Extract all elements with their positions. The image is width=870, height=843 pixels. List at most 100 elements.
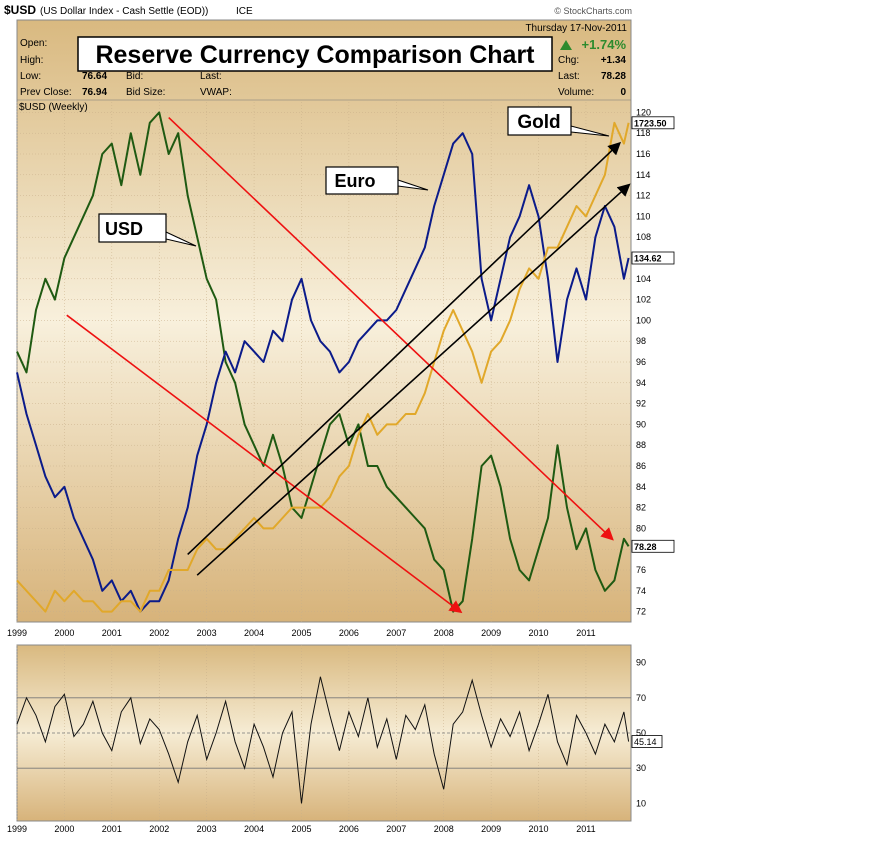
change-pct: +1.74% [582, 37, 627, 52]
value-tag-usd: 78.28 [634, 542, 657, 552]
x-tick-label: 1999 [7, 628, 27, 638]
value-chg: +1.34 [601, 55, 627, 66]
y-tick-label: 92 [636, 399, 646, 409]
rsi-x-tick-label: 2006 [339, 824, 359, 834]
value-tag-box-gold [631, 116, 675, 130]
trendline-red-1 [66, 314, 463, 614]
x-tick-label: 2006 [339, 628, 359, 638]
usd-callout-box [98, 213, 167, 243]
value-tag-box-euro [631, 251, 675, 265]
value-prev-close: 76.94 [82, 87, 107, 98]
x-tick-label: 2003 [197, 628, 217, 638]
y-tick-label: 86 [636, 461, 646, 471]
quote-block: Open: High: Low: Prev Close: 76.64 76.94… [20, 23, 627, 98]
y-tick-label: 98 [636, 336, 646, 346]
y-tick-label: 84 [636, 482, 646, 492]
label-vwap: VWAP: [200, 87, 232, 98]
label-bid-size: Bid Size: [126, 87, 165, 98]
euro-label: Euro [334, 171, 375, 191]
rsi-x-tick-label: 2003 [197, 824, 217, 834]
y-tick-label: 76 [636, 565, 646, 575]
rsi-x-tick-label: 2007 [386, 824, 406, 834]
rsi-x-tick-label: 1999 [7, 824, 27, 834]
rsi-x-tick-label: 2002 [149, 824, 169, 834]
watermark-text: © StockCharts.com [554, 6, 632, 16]
x-tick-label: 2009 [481, 628, 501, 638]
label-low: Low: [20, 71, 41, 82]
label-open: Open: [20, 38, 47, 49]
value-tag-euro: 134.62 [634, 254, 662, 264]
label-chg: Chg: [558, 55, 579, 66]
rsi-value-tag-box [631, 735, 663, 748]
trendline-red-0 [168, 117, 614, 541]
rsi-x-tick-label: 2001 [102, 824, 122, 834]
y-tick-label: 104 [636, 274, 651, 284]
rsi-x-tick-label: 2004 [244, 824, 264, 834]
value-volume: 0 [620, 87, 626, 98]
rsi-y-tick-label: 30 [636, 763, 646, 773]
y-tick-label: 82 [636, 503, 646, 513]
x-tick-label: 2005 [291, 628, 311, 638]
panel-label-main: $USD (Weekly) [19, 102, 88, 113]
y-tick-label: 96 [636, 357, 646, 367]
x-tick-label: 2008 [434, 628, 454, 638]
rsi-x-tick-label: 2009 [481, 824, 501, 834]
main-axis: 7274767880828486889092949698100102104106… [7, 107, 675, 638]
chart-title: Reserve Currency Comparison Chart [95, 41, 535, 69]
rsi-y-tick-label: 90 [636, 658, 646, 668]
x-tick-label: 2010 [529, 628, 549, 638]
y-tick-label: 74 [636, 586, 646, 596]
label-last: Last: [200, 71, 222, 82]
x-tick-label: 2011 [576, 628, 595, 638]
gold-callout-box [507, 106, 572, 136]
rsi-x-tick-label: 2008 [434, 824, 454, 834]
y-tick-label: 108 [636, 232, 651, 242]
rsi-line [16, 676, 630, 804]
series-line-euro [16, 132, 630, 613]
y-tick-label: 72 [636, 607, 646, 617]
x-tick-label: 2002 [149, 628, 169, 638]
exchange-text: ICE [236, 6, 253, 17]
trendline-black-2 [187, 141, 622, 555]
rsi-y-tick-label: 10 [636, 798, 646, 808]
quote-date: Thursday 17-Nov-2011 [525, 23, 627, 34]
y-tick-label: 110 [636, 211, 650, 221]
x-tick-label: 2007 [386, 628, 406, 638]
series-layer [16, 111, 630, 613]
rsi-y-tick-label: 70 [636, 693, 646, 703]
value-tag-box-usd [631, 539, 675, 553]
y-tick-label: 100 [636, 315, 651, 325]
rsi-x-tick-label: 2011 [576, 824, 595, 834]
label-bid: Bid: [126, 71, 143, 82]
y-tick-label: 116 [636, 149, 650, 159]
x-tick-label: 2001 [102, 628, 122, 638]
y-tick-label: 114 [636, 170, 650, 180]
label-high: High: [20, 55, 43, 66]
value-tag-gold: 1723.50 [634, 118, 667, 128]
series-line-gold [16, 121, 630, 613]
value-last: 78.28 [601, 71, 626, 82]
y-tick-label: 88 [636, 440, 646, 450]
rsi-x-tick-label: 2000 [54, 824, 74, 834]
usd-label: USD [105, 219, 143, 239]
rsi-axis: 1999 2000 2001 2002 2003 2004 2005 2006 2007 2008… [7, 658, 663, 834]
y-tick-label: 112 [636, 191, 650, 201]
euro-callout-box [325, 166, 399, 195]
x-tick-label: 2000 [54, 628, 74, 638]
rsi-layer [16, 676, 630, 804]
y-tick-label: 80 [636, 523, 646, 533]
trendline-layer [66, 117, 631, 614]
y-tick-label: 120 [636, 107, 651, 117]
label-volume: Volume: [558, 87, 594, 98]
rsi-x-tick-label: 2010 [529, 824, 549, 834]
y-tick-label: 118 [636, 128, 650, 138]
x-tick-label: 2004 [244, 628, 264, 638]
title-box [77, 36, 553, 72]
trendline-black-3 [196, 183, 631, 576]
rsi-value-tag: 45.14 [634, 737, 657, 747]
series-line-usd [16, 111, 630, 613]
gold-label: Gold [517, 112, 560, 133]
rsi-y-tick-label: 50 [636, 728, 646, 738]
